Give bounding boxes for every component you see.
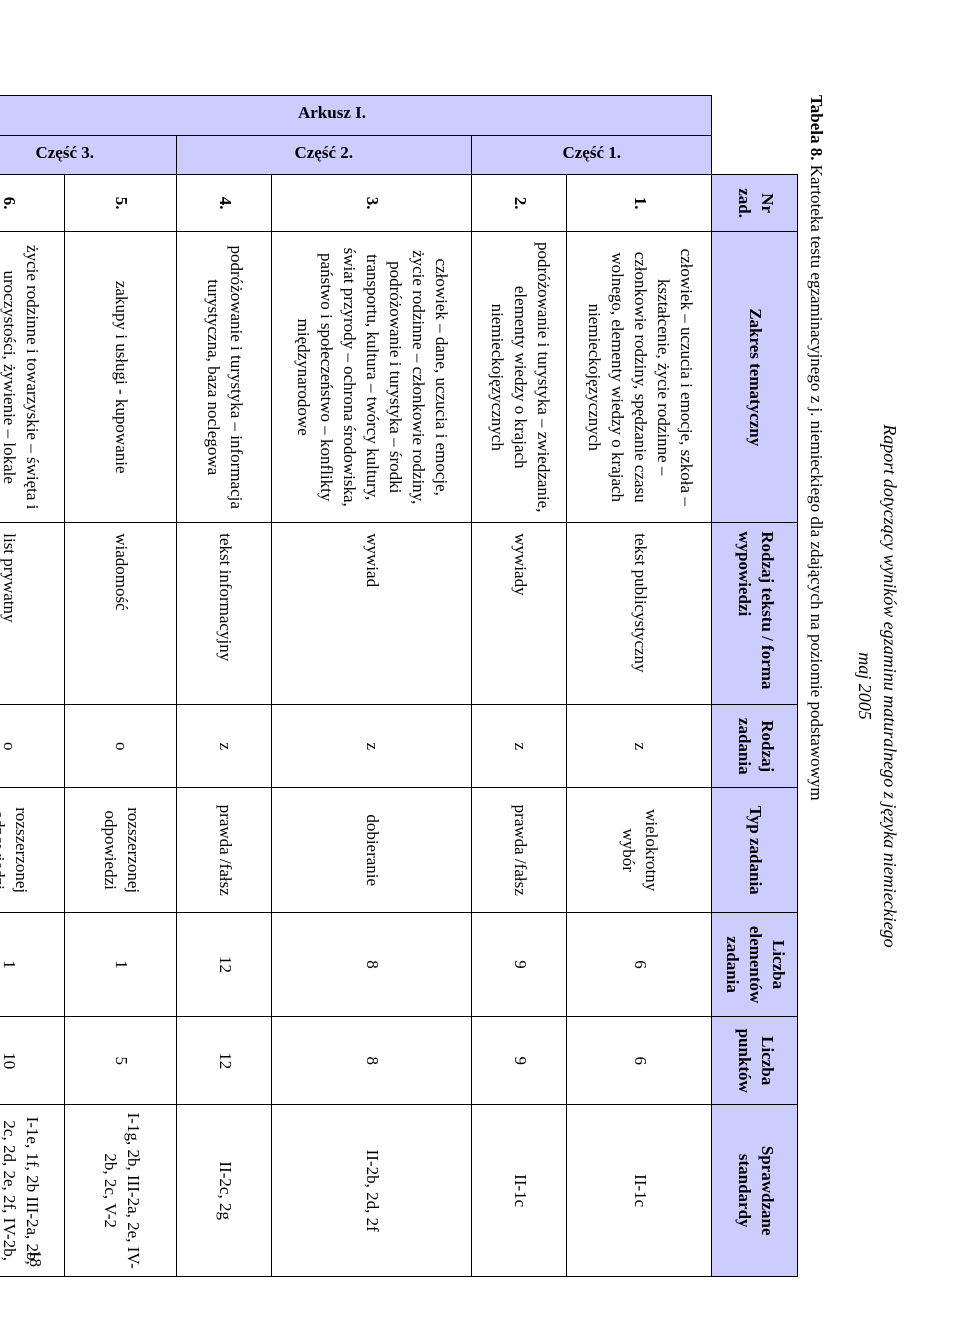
header-typ-zadania: Typ zadania [712, 788, 798, 913]
elementy-cell: 6 [567, 913, 712, 1017]
elementy-cell: 1 [65, 913, 177, 1017]
table-caption: Tabela 8. Kartoteka testu egzaminacyjneg… [806, 95, 826, 1277]
header-rodzaj-tekstu: Rodzaj tekstu / forma wypowiedzi [712, 523, 798, 705]
header-liczba-elementow: Liczba elementów zadania [712, 913, 798, 1017]
header-nr-zad: Nr zad. [712, 175, 798, 232]
elementy-cell: 9 [472, 913, 567, 1017]
standardy-cell: II-2c, 2g [177, 1105, 272, 1277]
page-number: 18 [25, 1250, 45, 1267]
rodzaj-zadania-cell: z [472, 705, 567, 788]
nr-cell: 3. [272, 175, 472, 232]
nr-cell: 5. [65, 175, 177, 232]
rodzaj-zadania-cell: z [567, 705, 712, 788]
report-title: Raport dotyczący wyników egzaminu matura… [879, 95, 900, 1277]
table-row: 4. podróżowanie i turystyka – informacja… [177, 96, 272, 1277]
zakres-cell: zakupy i usługi - kupowanie [65, 232, 177, 523]
header-liczba-punktow: Liczba punktów [712, 1017, 798, 1105]
table-label: Tabela 8. [807, 95, 826, 161]
standardy-cell: II-2b, 2d, 2f [272, 1105, 472, 1277]
zakres-cell: człowiek – dane, uczucia i emocje, życie… [272, 232, 472, 523]
rodzaj-tekstu-cell: wiadomość [65, 523, 177, 705]
table-row: 2. podróżowanie i turystyka – zwiedzanie… [472, 96, 567, 1277]
rodzaj-zadania-cell: z [272, 705, 472, 788]
table-caption-text: Kartoteka testu egzaminacyjnego z j. nie… [807, 161, 826, 801]
czesc-1-header: Część 1. [472, 135, 712, 175]
rodzaj-zadania-cell: o [65, 705, 177, 788]
typ-cell: wielokrotny wybór [567, 788, 712, 913]
table-row: Część 3. 5. zakupy i usługi - kupowanie … [65, 96, 177, 1277]
report-subtitle: maj 2005 [854, 95, 875, 1277]
typ-cell: rozszerzonej odpowiedzi [65, 788, 177, 913]
typ-cell: prawda /fałsz [472, 788, 567, 913]
rodzaj-zadania-cell: o [0, 705, 65, 788]
zakres-cell: podróżowanie i turystyka – zwiedzanie, e… [472, 232, 567, 523]
standardy-cell: I-1g, 2b, III-2a, 2e, IV-2b, 2c, V-2 [65, 1105, 177, 1277]
nr-cell: 4. [177, 175, 272, 232]
rodzaj-tekstu-cell: wywiad [272, 523, 472, 705]
elementy-cell: 8 [272, 913, 472, 1017]
rodzaj-tekstu-cell: wywiady [472, 523, 567, 705]
czesc-3-label: Część 3. [35, 142, 94, 165]
typ-cell: dobieranie [272, 788, 472, 913]
elementy-cell: 12 [177, 913, 272, 1017]
nr-cell: 1. [567, 175, 712, 232]
nr-cell: 6. [0, 175, 65, 232]
table-row: 6. życie rodzinne i towarzyskie – święta… [0, 96, 65, 1277]
zakres-cell: człowiek – uczucia i emocje, szkoła –ksz… [567, 232, 712, 523]
zakres-cell: podróżowanie i turystyka – informacja tu… [177, 232, 272, 523]
rodzaj-zadania-cell: z [177, 705, 272, 788]
header-blank [712, 96, 798, 175]
table-header-row: Nr zad. Zakres tematyczny Rodzaj tekstu … [712, 96, 798, 1277]
nr-cell: 2. [472, 175, 567, 232]
punkty-cell: 12 [177, 1017, 272, 1105]
punkty-cell: 6 [567, 1017, 712, 1105]
zakres-cell: życie rodzinne i towarzyskie – święta i … [0, 232, 65, 523]
arkusz-header: Arkusz I. [0, 96, 712, 136]
czesc-3-header: Część 3. [0, 135, 177, 175]
rodzaj-tekstu-cell: list prywatny [0, 523, 65, 705]
header-standardy: Sprawdzane standardy [712, 1105, 798, 1277]
punkty-cell: 5 [65, 1017, 177, 1105]
punkty-cell: 9 [472, 1017, 567, 1105]
punkty-cell: 10 [0, 1017, 65, 1105]
czesc-2-header: Część 2. [177, 135, 472, 175]
typ-cell: rozszerzonej odpowiedzi [0, 788, 65, 913]
punkty-cell: 8 [272, 1017, 472, 1105]
table-row: Arkusz I. Część 1. 1. człowiek – uczucia… [567, 96, 712, 1277]
rodzaj-tekstu-cell: tekst publicystyczny [567, 523, 712, 705]
czesc-1-label: Część 1. [562, 142, 621, 165]
standardy-cell: II-1c [567, 1105, 712, 1277]
rodzaj-tekstu-cell: tekst informacyjny [177, 523, 272, 705]
exam-table: Nr zad. Zakres tematyczny Rodzaj tekstu … [0, 95, 798, 1277]
czesc-2-label: Część 2. [295, 142, 354, 165]
typ-cell: prawda /fałsz [177, 788, 272, 913]
header-rodzaj-zadania: Rodzaj zadania [712, 705, 798, 788]
table-row: Część 2. 3. człowiek – dane, uczucia i e… [272, 96, 472, 1277]
arkusz-label: Arkusz I. [298, 102, 366, 125]
standardy-cell: II-1c [472, 1105, 567, 1277]
elementy-cell: 1 [0, 913, 65, 1017]
header-zakres: Zakres tematyczny [712, 232, 798, 523]
